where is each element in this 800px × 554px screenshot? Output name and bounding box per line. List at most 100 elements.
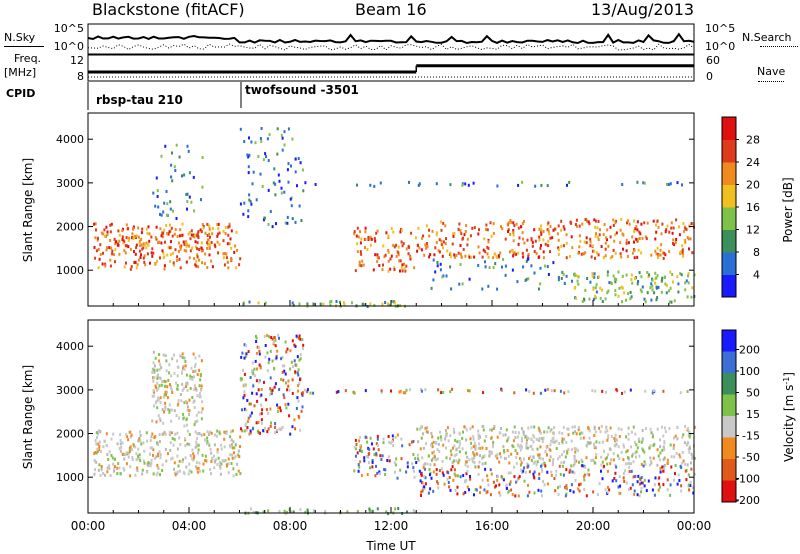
velocity-echo-6 — [673, 436, 675, 440]
velocity-echo-1 — [168, 403, 171, 407]
velocity-echo-7 — [586, 472, 589, 476]
velocity-echo-7 — [585, 494, 588, 498]
power-echo-1 — [202, 226, 205, 230]
power-echo-0 — [200, 249, 203, 253]
velocity-echo-5 — [366, 473, 369, 476]
power-echo-8 — [436, 261, 439, 264]
velocity-echo-0 — [159, 453, 162, 456]
velocity-echo-2 — [258, 363, 261, 367]
power-echo-9 — [577, 275, 580, 279]
power-echo-2 — [178, 155, 181, 159]
power-echo-7 — [678, 225, 680, 229]
power-echo-2 — [156, 189, 159, 193]
velocity-echo-7 — [558, 464, 561, 468]
velocity-echo-1 — [196, 419, 199, 423]
power-echo-7 — [590, 255, 593, 259]
power-echo-8 — [504, 273, 507, 277]
velocity-echo-1 — [151, 367, 154, 371]
velocity-echo-0 — [151, 446, 154, 450]
velocity-echo-6 — [447, 439, 450, 443]
velocity-echo-4 — [368, 507, 371, 511]
velocity-echo-6 — [515, 456, 518, 460]
power-colorbar-label: Power [dB] — [781, 177, 795, 242]
power-echo-6 — [367, 235, 370, 239]
power-echo-0 — [189, 249, 192, 253]
power-echo-9 — [677, 290, 680, 294]
power-echo-0 — [148, 239, 151, 243]
power-echo-7 — [512, 239, 515, 243]
power-echo-8 — [561, 270, 564, 274]
power-echo-5 — [381, 302, 384, 306]
power-echo-0 — [191, 246, 194, 250]
velocity-echo-7 — [640, 490, 642, 494]
power-echo-6 — [369, 243, 372, 247]
velocity-echo-7 — [562, 473, 565, 477]
power-echo-0 — [179, 245, 182, 249]
velocity-echo-6 — [439, 435, 442, 439]
velocity-echo-2 — [297, 384, 300, 388]
power-echo-9 — [583, 297, 585, 301]
velocity-echo-6 — [442, 443, 445, 447]
velocity-echo-6 — [673, 455, 676, 459]
power-echo-1 — [113, 237, 116, 241]
velocity-echo-6 — [506, 439, 509, 443]
power-echo-0 — [129, 247, 132, 251]
velocity-echo-0 — [108, 464, 111, 468]
velocity-echo-7 — [568, 470, 571, 474]
velocity-echo-2 — [301, 405, 304, 409]
velocity-echo-0 — [99, 473, 102, 477]
power-echo-7 — [562, 225, 565, 229]
velocity-echo-6 — [601, 460, 604, 464]
velocity-echo-6 — [490, 436, 493, 440]
velocity-echo-7 — [659, 485, 661, 489]
power-echo-0 — [141, 227, 144, 231]
velocity-echo-7 — [435, 468, 438, 472]
velocity-echo-2 — [253, 404, 256, 408]
velocity-echo-6 — [641, 437, 644, 441]
power-echo-8 — [544, 264, 547, 268]
power-echo-9 — [594, 296, 597, 300]
velocity-echo-0 — [188, 469, 191, 473]
velocity-echo-0 — [213, 454, 215, 458]
velocity-echo-6 — [630, 462, 632, 466]
colorbar-cell — [722, 394, 736, 417]
velocity-echo-2 — [240, 427, 242, 431]
velocity-echo-7 — [540, 464, 542, 468]
velocity-echo-6 — [623, 445, 626, 449]
velocity-echo-2 — [243, 372, 246, 376]
power-echo-9 — [651, 278, 654, 282]
power-echo-0 — [229, 237, 232, 241]
power-echo-9 — [651, 288, 654, 292]
power-echo-5 — [363, 303, 366, 307]
velocity-echo-7 — [498, 483, 501, 487]
velocity-echo-6 — [663, 448, 666, 452]
velocity-echo-3 — [344, 389, 347, 393]
velocity-echo-7 — [689, 484, 692, 487]
power-echo-1 — [208, 246, 211, 250]
velocity-echo-1 — [194, 420, 197, 424]
velocity-echo-2 — [276, 349, 279, 353]
velocity-echo-2 — [268, 335, 271, 339]
velocity-echo-0 — [141, 468, 144, 472]
velocity-echo-6 — [424, 426, 427, 430]
velocity-echo-5 — [367, 461, 370, 465]
power-echo-3 — [299, 161, 302, 165]
velocity-echo-6 — [525, 441, 528, 445]
velocity-echo-1 — [153, 376, 156, 379]
velocity-echo-6 — [628, 456, 631, 460]
velocity-echo-0 — [172, 443, 175, 447]
velocity-echo-1 — [196, 394, 199, 398]
velocity-echo-0 — [170, 431, 173, 435]
velocity-echo-1 — [194, 365, 196, 368]
velocity-echo-0 — [116, 442, 119, 446]
velocity-echo-2 — [302, 343, 305, 347]
velocity-echo-1 — [151, 419, 154, 423]
velocity-echo-0 — [197, 448, 200, 452]
power-echo-0 — [206, 234, 209, 237]
velocity-echo-6 — [593, 442, 595, 446]
power-echo-6 — [387, 269, 390, 273]
velocity-echo-7 — [447, 481, 450, 484]
colorbar-tick-label: 15 — [746, 408, 760, 421]
velocity-echo-6 — [420, 425, 423, 429]
velocity-echo-4 — [346, 510, 349, 514]
